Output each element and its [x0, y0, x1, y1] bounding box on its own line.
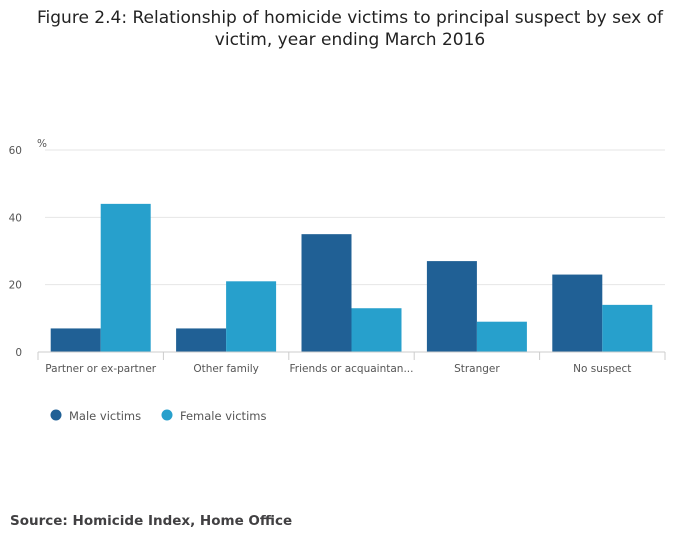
- y-axis-unit-label: %: [37, 138, 47, 150]
- bar-female-1[interactable]: [226, 281, 277, 352]
- x-tick-label: Other family: [193, 363, 259, 375]
- x-tick-label: Stranger: [454, 363, 500, 375]
- x-tick-label: No suspect: [573, 363, 631, 375]
- x-axis: Partner or ex-partner Other family Friends…: [37, 351, 666, 375]
- legend-label: Female victims: [180, 409, 266, 423]
- y-tick-label: 60: [9, 145, 22, 157]
- bar-female-4[interactable]: [602, 304, 653, 352]
- y-tick-label: 0: [15, 347, 22, 359]
- bar-male-3[interactable]: [426, 261, 477, 352]
- bar-male-0[interactable]: [50, 328, 101, 352]
- bar-female-2[interactable]: [351, 308, 402, 352]
- y-axis: 0 20 40 60: [9, 145, 22, 359]
- legend-item-male[interactable]: Male victims: [50, 409, 142, 423]
- x-tick-label: Partner or ex-partner: [45, 363, 157, 375]
- legend[interactable]: Male victims Female victims: [50, 409, 267, 423]
- bar-male-1[interactable]: [176, 328, 227, 352]
- legend-swatch: [161, 409, 173, 421]
- bar-female-3[interactable]: [476, 321, 527, 352]
- bar-male-2[interactable]: [301, 234, 352, 352]
- legend-item-female[interactable]: Female victims: [161, 409, 267, 423]
- legend-label: Male victims: [69, 409, 141, 423]
- x-tick-label: Friends or acquaintan...: [290, 363, 414, 375]
- y-tick-label: 20: [9, 280, 22, 292]
- chart-title: Figure 2.4: Relationship of homicide vic…: [37, 8, 663, 50]
- bar-female-0[interactable]: [100, 203, 151, 352]
- bar-male-4[interactable]: [552, 274, 603, 352]
- y-tick-label: 40: [9, 212, 22, 224]
- bars: [50, 203, 653, 352]
- source-note: Source: Homicide Index, Home Office: [10, 513, 293, 529]
- legend-swatch: [50, 409, 62, 421]
